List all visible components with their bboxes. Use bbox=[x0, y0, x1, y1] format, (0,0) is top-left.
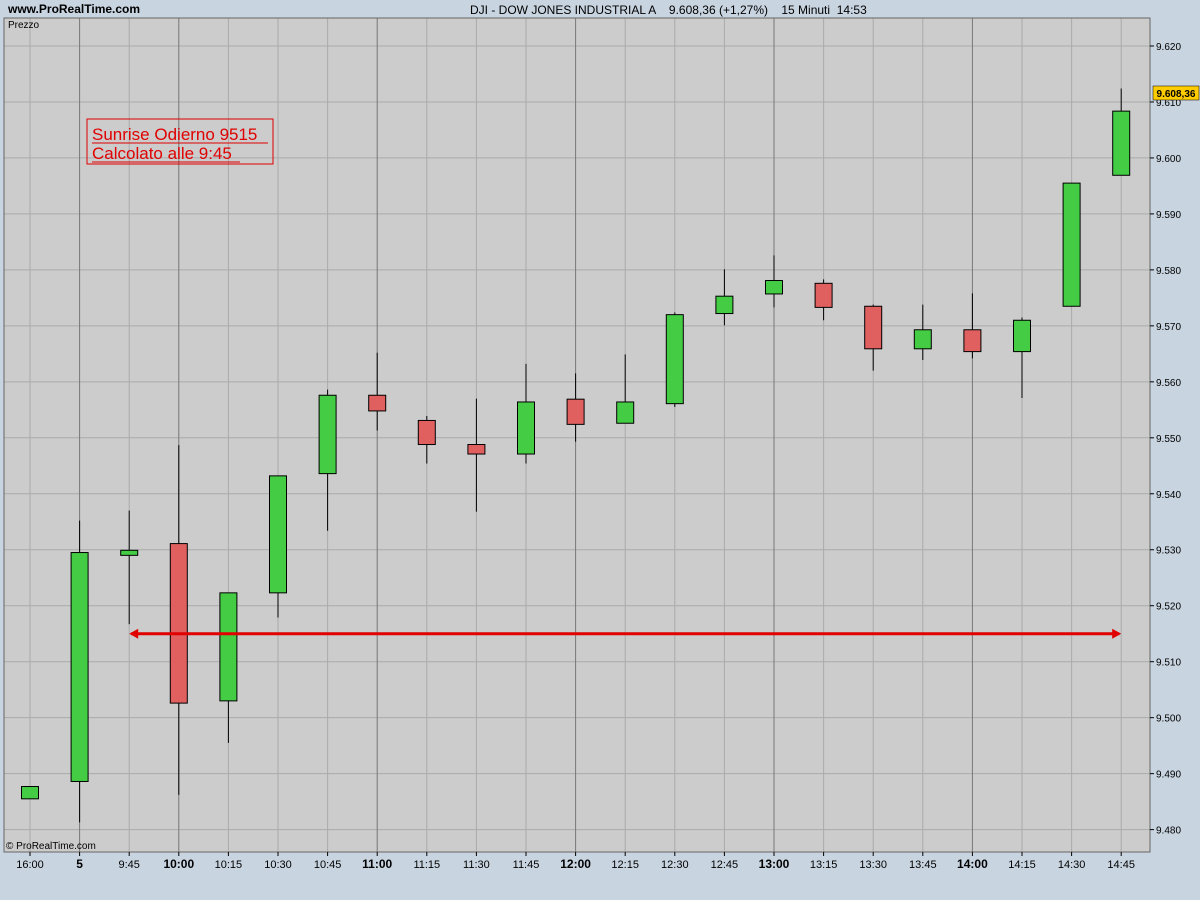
x-tick-label: 13:15 bbox=[810, 859, 838, 871]
site-name: www.ProRealTime.com bbox=[8, 2, 141, 16]
symbol-name: DJI - DOW JONES INDUSTRIAL A bbox=[470, 3, 656, 17]
y-tick-label: 9.500 bbox=[1156, 714, 1181, 725]
candle-body bbox=[21, 786, 39, 800]
x-tick-label: 13:30 bbox=[859, 859, 887, 871]
price-change: 9.608,36 (+1,27%) bbox=[668, 3, 768, 17]
x-tick-label: 5 bbox=[76, 857, 83, 871]
annotation-line2: Calcolato alle 9:45 bbox=[92, 144, 232, 163]
candle-body bbox=[368, 394, 387, 412]
candle-body bbox=[1112, 110, 1131, 176]
candle-body bbox=[566, 398, 585, 425]
x-axis: 16:00 5 9:45 10:00 10:15 10:30 10:45 11:00 11:15… bbox=[16, 852, 1135, 871]
x-tick-label: 12:15 bbox=[611, 859, 639, 871]
x-tick-label: 14:45 bbox=[1107, 859, 1135, 871]
y-tick-label: 9.520 bbox=[1156, 602, 1181, 613]
candle-body bbox=[417, 419, 436, 446]
candle-body bbox=[814, 282, 833, 308]
x-tick-label: 13:00 bbox=[759, 857, 790, 871]
y-tick-label: 9.550 bbox=[1156, 434, 1181, 445]
candle-body bbox=[913, 329, 932, 350]
candle-body bbox=[269, 475, 287, 594]
y-tick-label: 9.570 bbox=[1156, 322, 1181, 333]
copyright-text: © ProRealTime.com bbox=[6, 841, 96, 852]
chart-header: www.ProRealTime.com DJI - DOW JONES INDU… bbox=[0, 0, 1200, 18]
x-tick-label: 11:15 bbox=[413, 859, 440, 871]
x-tick-label: 13:45 bbox=[909, 859, 937, 871]
last-price-tag-bg bbox=[1152, 85, 1200, 101]
y-tick-label: 9.590 bbox=[1156, 210, 1181, 221]
x-tick-label: 11:45 bbox=[513, 859, 540, 871]
current-time: 14:53 bbox=[836, 3, 867, 17]
x-tick-label: 12:00 bbox=[560, 857, 591, 871]
plot-background bbox=[4, 18, 1150, 852]
y-tick-label: 9.620 bbox=[1156, 42, 1181, 53]
x-tick-label: 14:15 bbox=[1008, 859, 1036, 871]
y-axis: 9.620 9.610 9.600 9.590 9.580 9.570 9.560 9.550… bbox=[1150, 42, 1181, 837]
y-tick-label: 9.600 bbox=[1156, 154, 1181, 165]
y-tick-label: 9.560 bbox=[1156, 378, 1181, 389]
x-tick-label: 12:45 bbox=[711, 859, 739, 871]
candle-body bbox=[169, 543, 188, 704]
x-tick-label: 12:30 bbox=[661, 859, 689, 871]
x-tick-label: 16:00 bbox=[16, 859, 44, 871]
x-tick-label: 10:15 bbox=[215, 859, 243, 871]
last-price-tag: 9.608,36 bbox=[1152, 85, 1200, 101]
candle-body bbox=[715, 295, 734, 315]
annotation-border bbox=[86, 118, 274, 165]
candle-body bbox=[864, 305, 883, 350]
candle-body bbox=[665, 314, 684, 405]
candle-body bbox=[467, 444, 486, 455]
level-arrow-left bbox=[129, 628, 139, 639]
x-tick-label: 10:30 bbox=[264, 859, 292, 871]
y-tick-label: 9.480 bbox=[1156, 826, 1181, 837]
candle-body bbox=[70, 552, 89, 782]
candles-layer bbox=[21, 88, 1131, 823]
candle-body bbox=[517, 401, 535, 455]
panel-label: Prezzo bbox=[8, 20, 40, 31]
timeframe: 15 Minuti bbox=[781, 3, 831, 17]
last-price-tag-text: 9.608,36 bbox=[1157, 89, 1196, 100]
y-tick-label: 9.580 bbox=[1156, 266, 1181, 277]
x-tick-label: 11:00 bbox=[362, 857, 392, 871]
candle-body bbox=[318, 394, 337, 475]
annotation-line1: Sunrise Odierno 9515 bbox=[92, 125, 257, 144]
candle-body bbox=[1013, 319, 1031, 353]
x-tick-label: 9:45 bbox=[118, 859, 139, 871]
y-tick-label: 9.540 bbox=[1156, 490, 1181, 501]
candle-body bbox=[219, 592, 238, 702]
y-tick-label: 9.510 bbox=[1156, 658, 1181, 669]
candle-body bbox=[765, 280, 783, 295]
y-tick-label: 9.610 bbox=[1156, 98, 1181, 109]
candle-body bbox=[963, 329, 982, 353]
y-tick-label: 9.490 bbox=[1156, 770, 1181, 781]
plot-frame bbox=[3, 17, 1151, 853]
candle-body bbox=[120, 549, 139, 556]
y-tick-label: 9.530 bbox=[1156, 546, 1181, 557]
candle-body bbox=[1062, 182, 1081, 307]
level-arrow-right bbox=[1112, 628, 1122, 639]
chart-title-line: DJI - DOW JONES INDUSTRIAL A 9.608,36 (+… bbox=[470, 3, 867, 17]
x-tick-label: 10:00 bbox=[163, 857, 194, 871]
annotation-box: Sunrise Odierno 9515 Calcolato alle 9:45 bbox=[86, 118, 274, 165]
x-tick-label: 11:30 bbox=[463, 859, 490, 871]
candle-body bbox=[616, 401, 635, 424]
x-tick-label: 14:30 bbox=[1058, 859, 1086, 871]
x-tick-label: 14:00 bbox=[957, 857, 988, 871]
x-tick-label: 10:45 bbox=[314, 859, 342, 871]
level-line-layer bbox=[129, 628, 1122, 639]
